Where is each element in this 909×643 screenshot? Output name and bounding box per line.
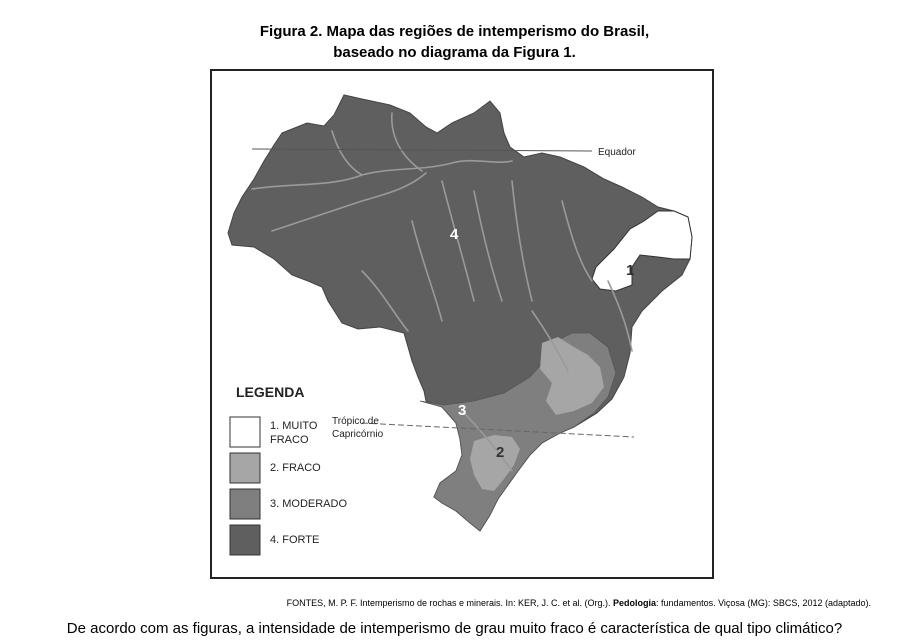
legend-label-3: 3. MODERADO bbox=[270, 498, 347, 510]
legend-label-1-line2: FRACO bbox=[270, 434, 309, 446]
legend-label-4: 4. FORTE bbox=[270, 534, 319, 546]
region-number-4: 4 bbox=[450, 226, 459, 243]
tropic-line bbox=[361, 422, 635, 438]
map-frame: Equador Trópico de Capricórnio 4 1 3 2 L… bbox=[210, 69, 714, 579]
rivers bbox=[251, 112, 633, 472]
legend-title: LEGENDA bbox=[236, 384, 304, 400]
region-2-fraco-south bbox=[470, 435, 520, 491]
tropic-label-line1: Trópico de bbox=[332, 416, 379, 427]
region-2-fraco-north bbox=[540, 337, 604, 415]
figure-title-line1: Figura 2. Mapa das regiões de intemperis… bbox=[259, 23, 650, 40]
legend-swatch-forte bbox=[229, 524, 261, 556]
question-text: De acordo com as figuras, a intensidade … bbox=[66, 620, 843, 637]
source-citation: FONTES, M. P. F. Intemperismo de rochas … bbox=[287, 598, 871, 608]
region-1-muito-fraco bbox=[591, 210, 693, 292]
figure-title-line2: baseado no diagrama da Figura 1. bbox=[333, 44, 576, 61]
source-suffix: : fundamentos. Viçosa (MG): SBCS, 2012 (… bbox=[656, 598, 871, 608]
source-prefix: FONTES, M. P. F. Intemperismo de rochas … bbox=[286, 598, 614, 608]
equator-line bbox=[251, 148, 593, 152]
tropic-label-line2: Capricórnio bbox=[332, 429, 384, 440]
legend-swatch-moderado bbox=[229, 488, 261, 520]
legend-label-2: 2. FRACO bbox=[270, 462, 321, 474]
region-number-3: 3 bbox=[458, 402, 466, 419]
equator-label: Equador bbox=[598, 147, 636, 158]
region-number-1: 1 bbox=[626, 262, 634, 279]
legend-label-1-line1: 1. MUITO bbox=[270, 420, 318, 432]
source-bold-title: Pedologia bbox=[613, 598, 657, 608]
brazil-weathering-map: Equador Trópico de Capricórnio 4 1 3 2 L… bbox=[227, 94, 693, 556]
legend-swatch-fraco bbox=[229, 452, 261, 484]
legend-swatch-muito-fraco bbox=[229, 416, 261, 448]
region-number-2: 2 bbox=[496, 444, 504, 461]
